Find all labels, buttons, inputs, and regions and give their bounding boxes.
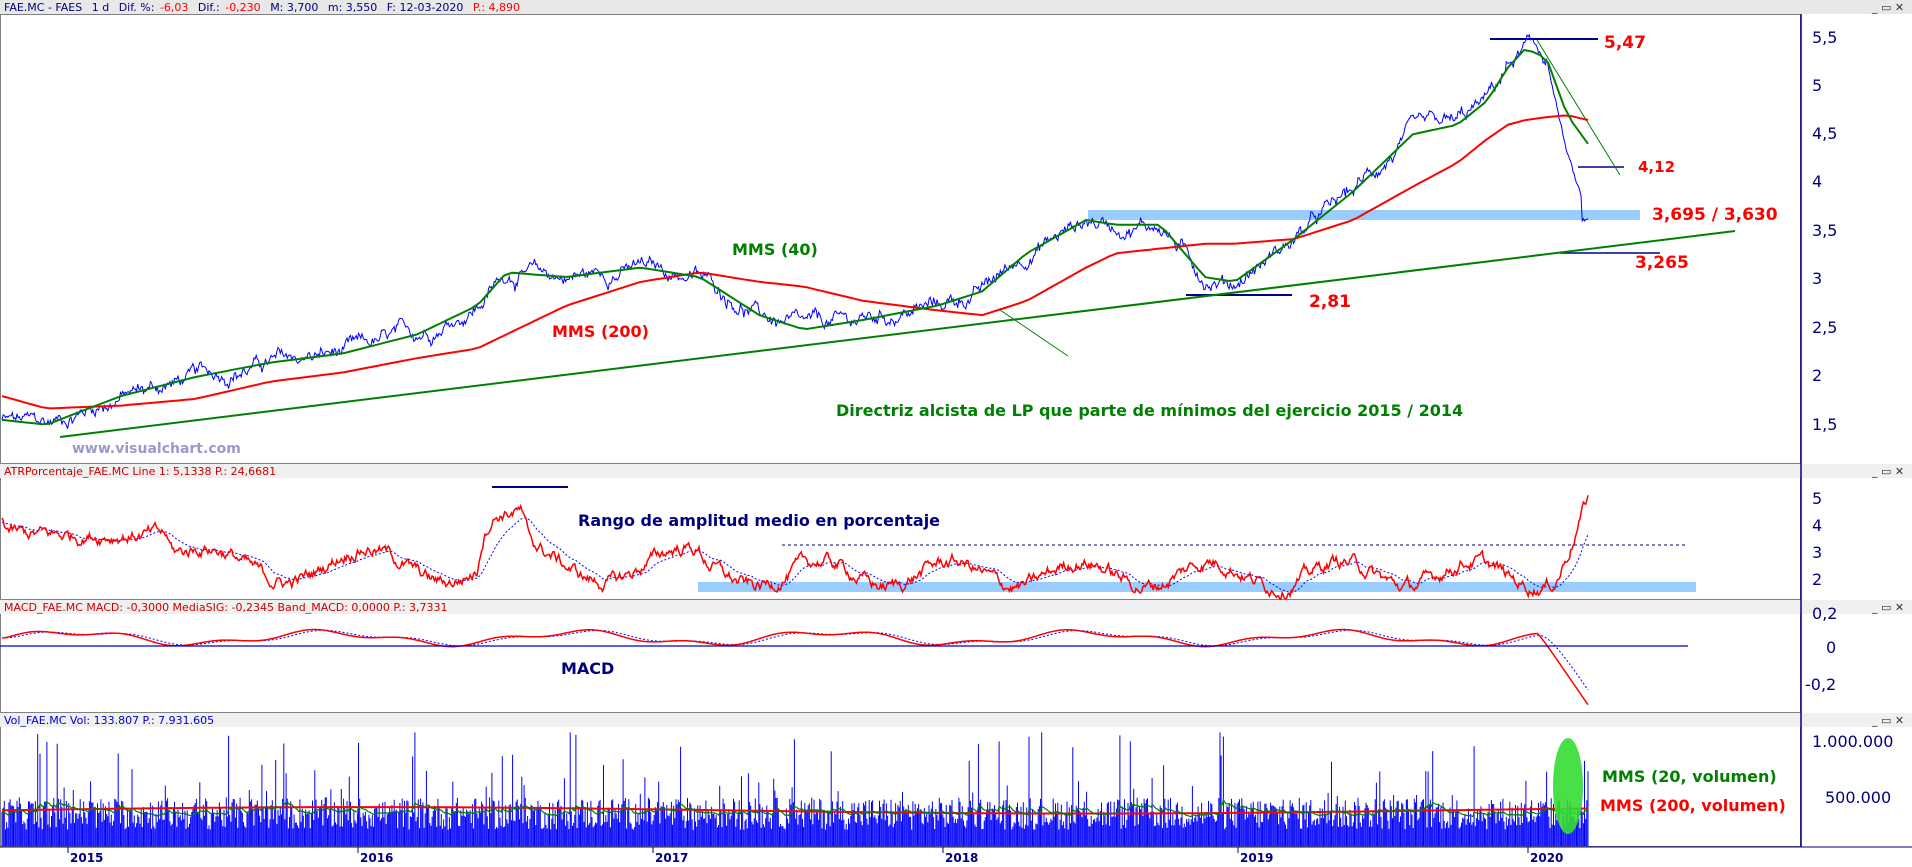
indicator-series	[1, 495, 1589, 706]
macd-line	[1, 628, 1589, 706]
macd-y-ticks: -0,2 0 0,2	[1805, 604, 1837, 694]
annotation-volume-sma200: MMS (200, volumen)	[1600, 796, 1786, 815]
trendline-extension	[999, 309, 1069, 357]
header-max: M: 3,700	[270, 1, 318, 14]
x-axis-years: 2015 2016 2017 2018 2019 2020	[70, 851, 1563, 865]
macd-header-bar	[0, 600, 1912, 614]
atr-y-ticks: 5 4 3 2	[1812, 489, 1822, 589]
volume-bar	[1, 732, 1589, 846]
x-tick-year: 2018	[945, 851, 978, 865]
atr-ytick: 2	[1812, 570, 1822, 589]
price-ytick: 5	[1812, 76, 1822, 95]
volume-bars	[1, 732, 1589, 846]
annotation-level-412: 4,12	[1638, 158, 1675, 176]
sma200-line	[1, 114, 1589, 410]
price-ytick: 2	[1812, 366, 1822, 385]
volume-window-controls-icon[interactable]: _ ▭ ✕	[1871, 714, 1904, 727]
volume-ytick: 500.000	[1825, 788, 1891, 807]
x-tick-year: 2019	[1240, 851, 1273, 865]
minimize-icon[interactable]: _ ▭ ✕	[1871, 1, 1904, 14]
x-tick-year: 2017	[655, 851, 688, 865]
annotation-macd: MACD	[561, 659, 614, 678]
macd-window-controls-icon[interactable]: _ ▭ ✕	[1871, 601, 1904, 614]
annotation-sma200: MMS (200)	[552, 322, 649, 341]
price-header: FAE.MC - FAES 1 d Dif. %: -6,03 Dif.: -0…	[4, 1, 520, 14]
watermark: www.visualchart.com	[72, 441, 241, 457]
price-header-bar	[0, 0, 1912, 14]
header-dif-label: Dif.:	[198, 1, 220, 14]
header-dif-pct: -6,03	[160, 1, 188, 14]
macd-header: MACD_FAE.MC MACD: -0,3000 MediaSIG: -0,2…	[4, 601, 448, 614]
volume-y-ticks: 1.000.000 500.000	[1812, 732, 1893, 807]
atr-ytick: 4	[1812, 516, 1822, 535]
price-line	[1, 33, 1589, 429]
atr-ytick: 3	[1812, 543, 1822, 562]
volume-ytick: 1.000.000	[1812, 732, 1893, 751]
header-min: m: 3,550	[328, 1, 377, 14]
macd-signal-line	[2, 629, 1589, 691]
macd-ytick: 0	[1826, 638, 1836, 657]
price-ytick: 1,5	[1812, 415, 1837, 434]
volume-header: Vol_FAE.MC Vol: 133.807 P.: 7.931.605	[4, 714, 214, 727]
atr-header: ATRPorcentaje_FAE.MC Line 1: 5,1338 P.: …	[4, 465, 276, 478]
price-ytick: 3	[1812, 269, 1822, 288]
header-period: 1 d	[92, 1, 109, 14]
x-tick-year: 2016	[360, 851, 393, 865]
header-dif-pct-label: Dif. %:	[119, 1, 155, 14]
header-date: F: 12-03-2020	[387, 1, 464, 14]
x-axis-tick-marks	[67, 847, 1529, 853]
downtrend-line	[1536, 39, 1621, 176]
header-p: P.: 4,890	[473, 1, 520, 14]
atr-ytick: 5	[1812, 489, 1822, 508]
atr-window-controls-icon[interactable]: _ ▭ ✕	[1871, 465, 1904, 478]
annotation-volume-sma20: MMS (20, volumen)	[1602, 767, 1777, 786]
long-term-trendline	[59, 230, 1736, 438]
atr-line	[1, 495, 1589, 601]
price-ytick: 2,5	[1812, 318, 1837, 337]
atr-low-zone	[698, 582, 1696, 592]
annotation-sma40: MMS (40)	[732, 240, 818, 259]
annotation-atr: Rango de amplitud medio en porcentaje	[578, 511, 940, 530]
header-dif: -0,230	[225, 1, 260, 14]
atr-header-bar	[0, 464, 1912, 478]
price-ytick: 5,5	[1812, 28, 1837, 47]
price-ytick: 4	[1812, 172, 1822, 191]
header-symbol: FAE.MC - FAES	[4, 1, 82, 14]
x-tick-year: 2020	[1530, 851, 1563, 865]
x-tick-year: 2015	[70, 851, 103, 865]
macd-ytick: -0,2	[1805, 675, 1836, 694]
volume-header-bar	[0, 713, 1912, 727]
volume-highlight	[1553, 738, 1583, 834]
annotation-low: 2,81	[1309, 292, 1351, 312]
atr-signal-line	[1, 517, 1589, 593]
volume-sma20-line	[1, 798, 1589, 818]
annotation-support: 3,265	[1635, 253, 1689, 273]
annotation-trendline: Directriz alcista de LP que parte de mín…	[836, 401, 1463, 420]
price-y-ticks: 5,5 5 4,5 4 3,5 3 2,5 2 1,5	[1812, 28, 1837, 434]
price-ytick: 4,5	[1812, 124, 1837, 143]
price-ytick: 3,5	[1812, 221, 1837, 240]
annotation-resistance: 3,695 / 3,630	[1652, 205, 1778, 225]
sma40-line	[1, 48, 1589, 426]
macd-ytick: 0,2	[1812, 604, 1837, 623]
price-series	[1, 33, 1589, 429]
annotation-high: 5,47	[1604, 33, 1646, 53]
